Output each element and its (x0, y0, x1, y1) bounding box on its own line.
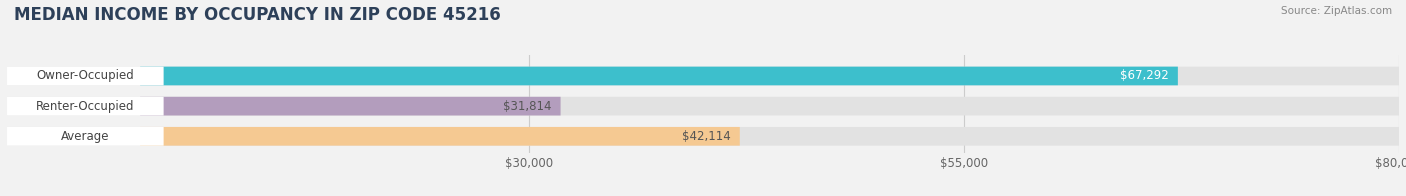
FancyBboxPatch shape (7, 97, 163, 115)
Text: Renter-Occupied: Renter-Occupied (37, 100, 135, 113)
FancyBboxPatch shape (7, 97, 1399, 115)
FancyBboxPatch shape (7, 127, 163, 146)
Text: Owner-Occupied: Owner-Occupied (37, 70, 134, 83)
FancyBboxPatch shape (141, 67, 1178, 85)
Text: $31,814: $31,814 (503, 100, 553, 113)
Text: Source: ZipAtlas.com: Source: ZipAtlas.com (1281, 6, 1392, 16)
Text: MEDIAN INCOME BY OCCUPANCY IN ZIP CODE 45216: MEDIAN INCOME BY OCCUPANCY IN ZIP CODE 4… (14, 6, 501, 24)
Text: $67,292: $67,292 (1121, 70, 1170, 83)
FancyBboxPatch shape (7, 67, 163, 85)
FancyBboxPatch shape (7, 67, 1399, 85)
Text: Average: Average (60, 130, 110, 143)
FancyBboxPatch shape (141, 127, 740, 146)
FancyBboxPatch shape (7, 127, 1399, 146)
FancyBboxPatch shape (141, 97, 561, 115)
Text: $42,114: $42,114 (682, 130, 731, 143)
